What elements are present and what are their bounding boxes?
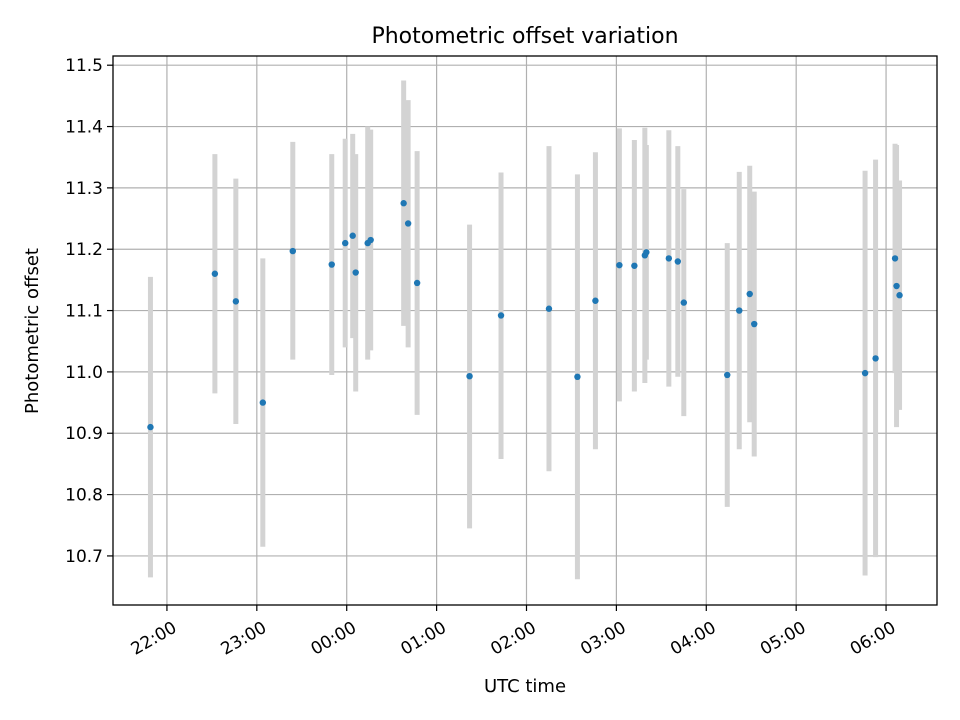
data-point: [574, 373, 581, 381]
data-point: [616, 261, 623, 269]
point-layer: [147, 200, 903, 431]
data-point: [680, 299, 688, 306]
data-point: [724, 371, 731, 379]
x-tick-label: 04:00: [667, 618, 719, 660]
data-point: [367, 236, 374, 244]
x-tick-layer: 22:00 23:00 00:00 01:00 02:00 03:00 04:00 05:00…: [128, 605, 899, 660]
data-point: [147, 423, 154, 431]
data-point: [736, 307, 743, 314]
y-tick-label: 11.5: [65, 56, 103, 76]
x-tick-label: 03:00: [577, 618, 629, 660]
x-tick-label: 01:00: [397, 618, 449, 660]
data-point: [404, 220, 412, 227]
errorbar-layer: [147, 80, 903, 580]
data-point: [349, 232, 356, 239]
x-tick-label: 23:00: [218, 618, 270, 660]
data-point: [545, 305, 553, 312]
data-point: [643, 249, 650, 256]
y-tick-label: 11.1: [65, 302, 103, 322]
y-tick-label: 11.0: [65, 363, 103, 383]
data-point: [665, 255, 673, 262]
data-point: [342, 239, 349, 247]
data-point: [211, 270, 219, 277]
data-point: [592, 297, 599, 304]
y-tick-label: 11.3: [65, 179, 103, 199]
data-point: [232, 298, 240, 305]
grid-layer: [113, 56, 937, 605]
data-point: [893, 282, 900, 290]
data-point: [746, 290, 753, 298]
y-tick-label: 10.7: [65, 547, 103, 567]
y-tick-label: 10.8: [65, 486, 103, 506]
y-tick-label: 10.9: [65, 424, 103, 444]
x-axis-label: UTC time: [484, 676, 566, 697]
y-tick-label: 11.2: [65, 240, 103, 260]
data-point: [861, 369, 869, 377]
x-tick-label: 05:00: [757, 618, 809, 660]
data-point: [259, 399, 267, 406]
x-tick-label: 02:00: [487, 618, 539, 660]
data-point: [751, 320, 758, 328]
data-point: [466, 372, 473, 380]
y-tick-label: 11.4: [65, 118, 103, 138]
data-point: [413, 279, 421, 287]
data-point: [896, 292, 903, 299]
data-point: [631, 262, 638, 269]
data-point: [400, 200, 407, 207]
data-point: [497, 312, 505, 319]
data-point: [674, 258, 682, 265]
data-point: [289, 247, 296, 255]
x-tick-label: 22:00: [128, 618, 180, 660]
chart-title: Photometric offset variation: [371, 24, 678, 49]
data-point: [872, 355, 879, 362]
y-axis-label: Photometric offset: [22, 248, 43, 414]
data-point: [891, 255, 899, 262]
y-tick-layer: 10.7 10.8 10.9 11.0 11.1 11.2 11.3 11.4 11.5: [65, 56, 113, 567]
x-tick-label: 06:00: [847, 618, 899, 660]
data-point: [328, 261, 335, 268]
plot-frame: [112, 55, 938, 606]
x-tick-label: 00:00: [308, 618, 360, 660]
data-point: [352, 269, 359, 276]
